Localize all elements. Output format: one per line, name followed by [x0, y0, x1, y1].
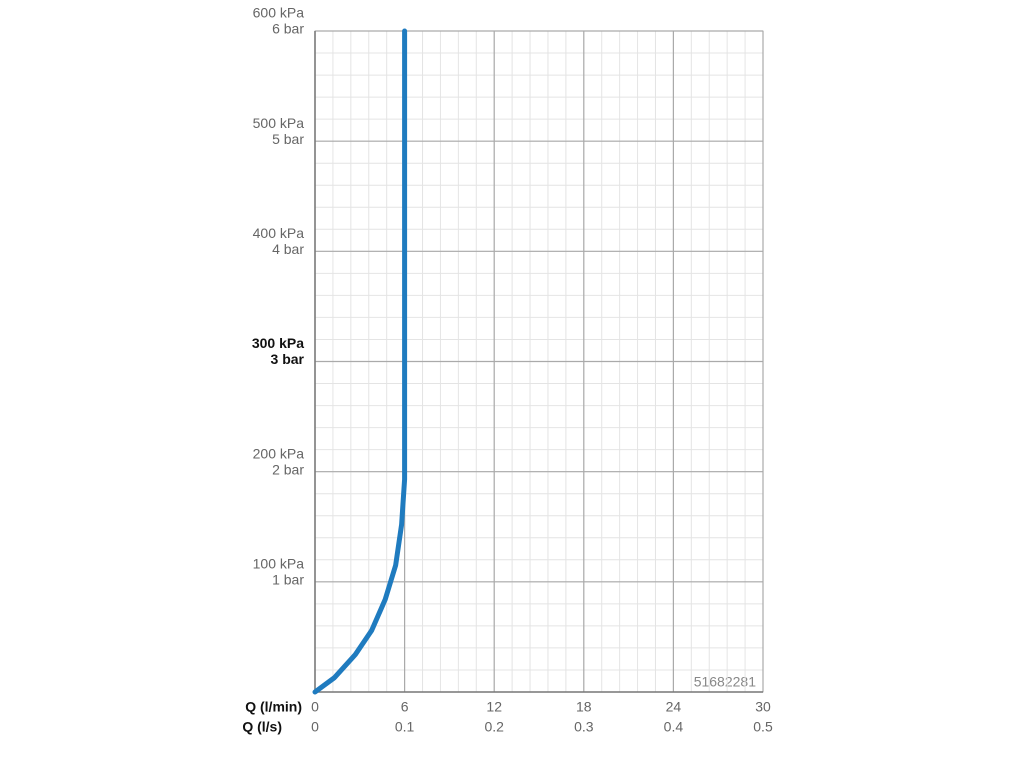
y-tick-label: 600 kPa [253, 5, 305, 21]
y-tick-bar-label: 2 bar [272, 461, 304, 477]
x-tick-label: 6 [401, 699, 409, 715]
x-tick-label: 12 [486, 699, 502, 715]
y-tick-bar-label: 4 bar [272, 241, 304, 257]
x-tick-label: 24 [666, 699, 682, 715]
x-tick-label: 30 [755, 699, 771, 715]
y-tick-bar-label: 6 bar [272, 21, 304, 37]
y-tick-bar-label: 3 bar [271, 351, 305, 367]
x-tick-label: 0 [311, 699, 319, 715]
x2-tick-label: 0.1 [395, 719, 415, 735]
x2-tick-label: 0.4 [664, 719, 684, 735]
y-tick-label: 100 kPa [253, 556, 305, 572]
x2-tick-label: 0.2 [484, 719, 504, 735]
x2-tick-label: 0.5 [753, 719, 773, 735]
y-tick-bar-label: 1 bar [272, 572, 304, 588]
y-tick-bar-label: 5 bar [272, 131, 304, 147]
x2-tick-label: 0.3 [574, 719, 594, 735]
x-tick-label: 18 [576, 699, 592, 715]
x2-tick-label: 0 [311, 719, 319, 735]
annotation: 51682281 [694, 674, 757, 690]
y-tick-label: 200 kPa [253, 445, 305, 461]
x-axis-label: Q (l/min) [245, 699, 302, 715]
y-tick-label: 300 kPa [252, 335, 304, 351]
y-tick-label: 500 kPa [253, 115, 305, 131]
series-line [312, 28, 408, 695]
y-tick-label: 400 kPa [253, 225, 305, 241]
x2-axis-label: Q (l/s) [242, 719, 282, 735]
